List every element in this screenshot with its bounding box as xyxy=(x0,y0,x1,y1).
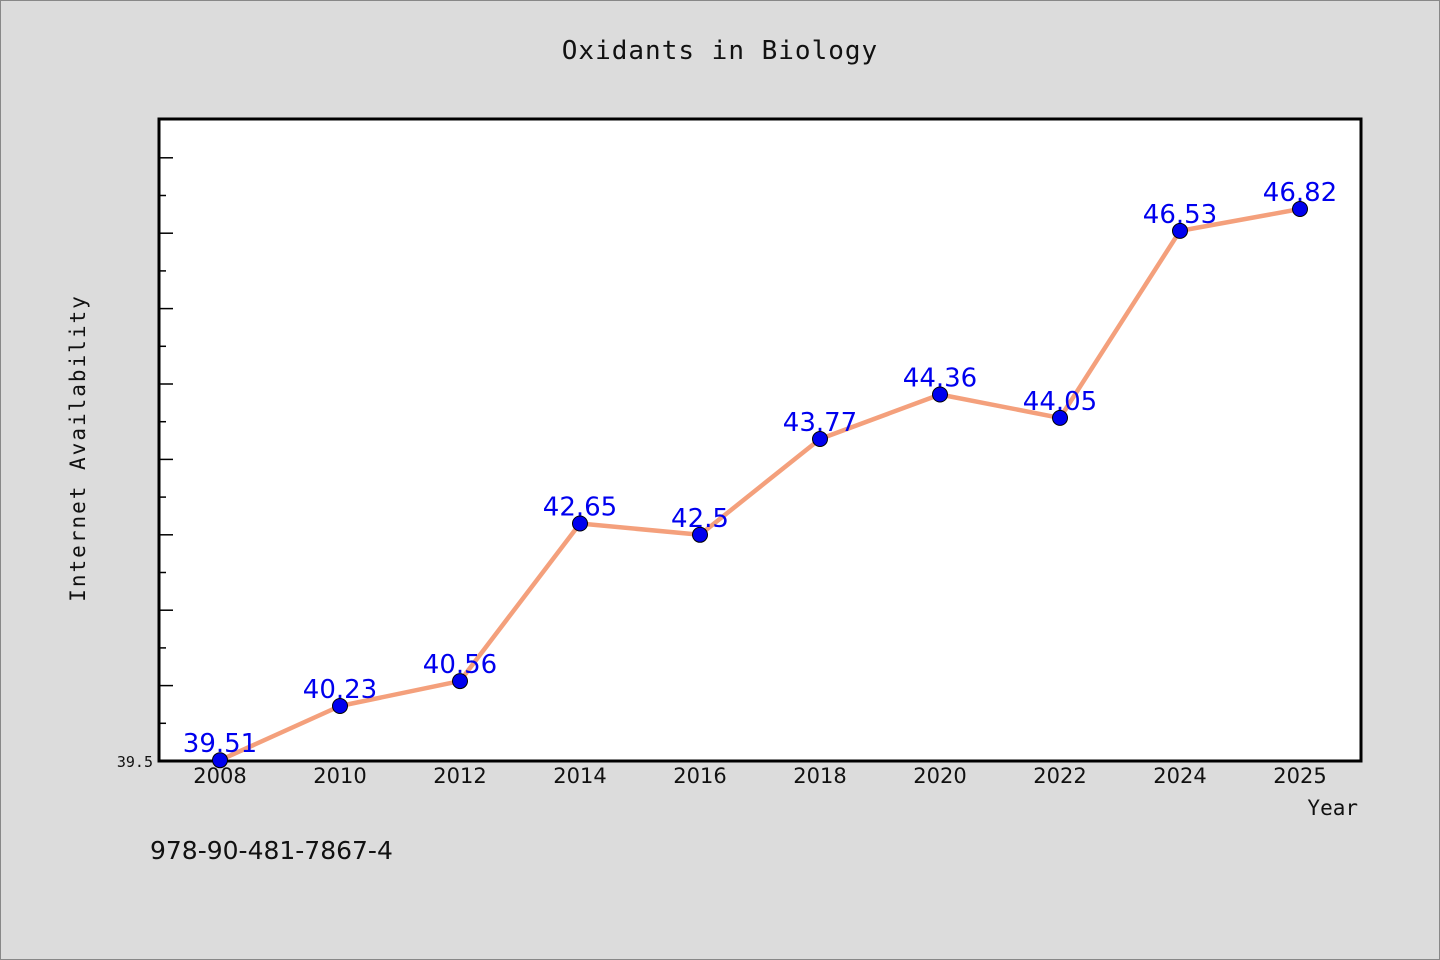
y-axis-ticks xyxy=(159,157,173,762)
x-axis-label: Year xyxy=(1307,796,1358,820)
footnote-isbn: 978-90-481-7867-4 xyxy=(150,836,393,865)
data-label: 42.5 xyxy=(671,504,729,534)
data-label: 46.82 xyxy=(1263,178,1337,208)
data-label: 40.56 xyxy=(423,650,497,680)
data-label: 39.51 xyxy=(183,729,257,759)
data-label: 40.23 xyxy=(303,675,377,705)
x-tick-label: 2010 xyxy=(313,764,366,788)
x-tick-label: 2020 xyxy=(913,764,966,788)
data-point xyxy=(212,752,228,769)
series-line xyxy=(217,206,1303,763)
data-point xyxy=(1292,201,1308,217)
data-label: 44.05 xyxy=(1023,387,1097,417)
data-point xyxy=(1052,409,1068,426)
data-point xyxy=(572,515,588,532)
data-label: 42.65 xyxy=(543,493,617,523)
data-labels: 39.51 40.23 40.56 42.65 42.5 43.77 44.36 44.05 4… xyxy=(183,178,1337,759)
y-tick-label: 39.5 xyxy=(117,753,153,771)
x-tick-label: 2018 xyxy=(793,764,846,788)
data-label: 43.77 xyxy=(783,408,857,438)
chart-title: Oxidants in Biology xyxy=(561,36,879,66)
data-points xyxy=(212,201,1308,769)
data-point xyxy=(452,673,468,690)
data-point xyxy=(332,698,348,714)
x-tick-label: 2014 xyxy=(553,764,606,788)
x-tick-label: 2012 xyxy=(433,764,486,788)
plot-area xyxy=(157,117,1363,763)
data-point xyxy=(692,526,708,543)
data-label: 44.36 xyxy=(903,364,977,394)
series-line-group xyxy=(217,206,1303,763)
x-tick-label: 2016 xyxy=(673,764,726,788)
data-point xyxy=(932,386,948,403)
x-tick-label: 2024 xyxy=(1153,764,1206,788)
data-point xyxy=(812,431,828,447)
data-label: 46.53 xyxy=(1143,200,1217,230)
x-tick-label: 2022 xyxy=(1033,764,1086,788)
x-tick-label: 2025 xyxy=(1273,764,1326,788)
data-point xyxy=(1172,222,1188,239)
x-axis-tick-labels: 2008 2010 2012 2014 2016 2018 2020 2022 2024 2025 xyxy=(193,764,1326,788)
